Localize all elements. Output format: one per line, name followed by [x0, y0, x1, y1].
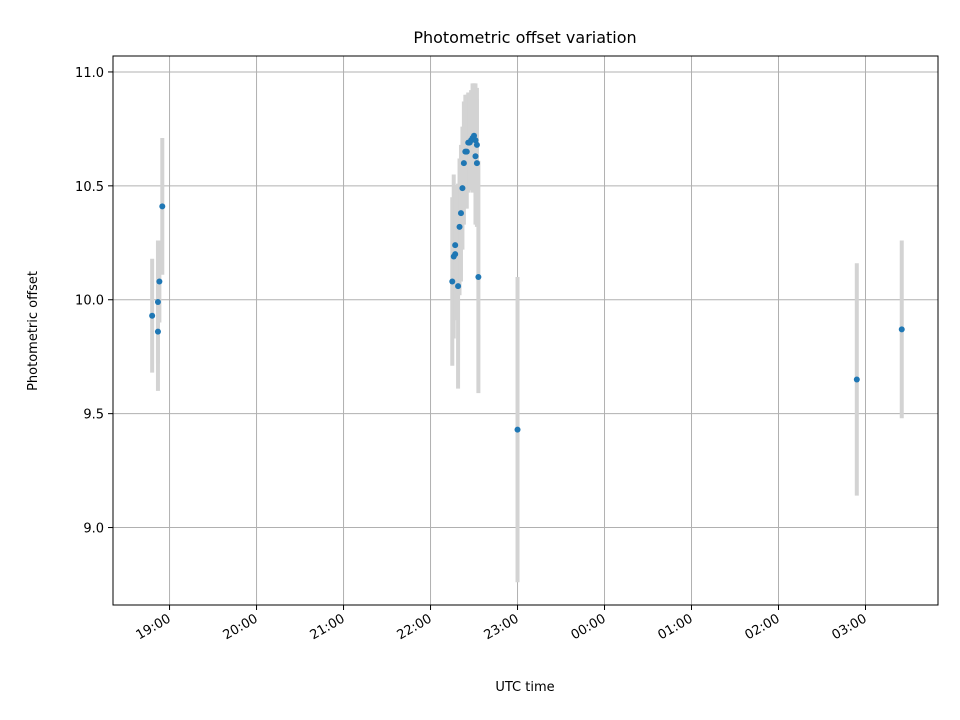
x-tick-label: 22:00: [395, 611, 435, 643]
chart-title: Photometric offset variation: [413, 28, 636, 47]
y-axis-ticks: 9.0 9.5 10.0 10.5 11.0: [75, 66, 113, 537]
data-point: [475, 273, 482, 280]
plot-frame: [112, 55, 939, 606]
data-point: [514, 426, 521, 433]
data-point: [452, 242, 459, 249]
data-point: [472, 153, 479, 160]
data-point: [455, 283, 462, 290]
x-axis-label: UTC time: [495, 680, 554, 695]
data-point: [473, 141, 480, 148]
x-tick-label: 01:00: [656, 611, 696, 643]
x-tick-label: 21:00: [308, 611, 348, 643]
x-axis-ticks: 19:00 20:00 21:00 22:00 23:00 00:00 01:00 02:00…: [134, 605, 870, 643]
data-point: [853, 376, 860, 383]
y-tick-label: 10.5: [75, 180, 104, 195]
data-point: [154, 299, 161, 306]
data-point: [452, 251, 459, 258]
grid-lines: [113, 56, 938, 605]
data-point: [473, 160, 480, 167]
x-tick-label: 20:00: [221, 611, 261, 643]
data-point: [149, 312, 156, 319]
data-point: [459, 185, 466, 192]
x-tick-label: 19:00: [134, 611, 174, 643]
x-tick-label: 03:00: [830, 611, 870, 643]
data-point: [154, 328, 161, 335]
error-bars: [150, 83, 904, 583]
y-axis-label: Photometric offset: [26, 271, 41, 391]
y-tick-label: 10.0: [75, 294, 104, 309]
data-point: [457, 210, 464, 217]
y-tick-label: 11.0: [75, 66, 104, 81]
x-tick-label: 23:00: [482, 611, 522, 643]
data-point: [472, 137, 479, 144]
data-point: [460, 160, 467, 167]
data-point: [898, 326, 905, 333]
data-point: [463, 148, 470, 155]
y-tick-label: 9.0: [83, 522, 104, 537]
data-point: [156, 278, 163, 285]
data-point: [456, 223, 463, 230]
data-point: [159, 203, 166, 210]
x-tick-label: 00:00: [569, 611, 609, 643]
data-point: [471, 132, 478, 139]
y-tick-label: 9.5: [83, 408, 104, 423]
x-tick-label: 02:00: [743, 611, 783, 643]
data-points: [149, 132, 905, 433]
data-point: [449, 278, 456, 285]
